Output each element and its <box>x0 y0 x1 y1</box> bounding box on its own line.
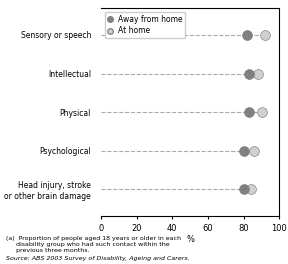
Point <box>241 149 246 153</box>
Text: Source: ABS 2003 Survey of Disability, Ageing and Carers.: Source: ABS 2003 Survey of Disability, A… <box>6 256 190 261</box>
Legend: Away from home, At home: Away from home, At home <box>105 12 185 38</box>
Point <box>247 72 251 76</box>
Point <box>245 33 249 37</box>
Point <box>252 149 257 153</box>
Point <box>241 187 246 192</box>
Point <box>256 72 260 76</box>
Point <box>259 110 264 114</box>
Point <box>249 187 253 192</box>
Point <box>263 33 267 37</box>
Point <box>247 110 251 114</box>
Text: (a)  Proportion of people aged 18 years or older in each
     disability group w: (a) Proportion of people aged 18 years o… <box>6 236 181 253</box>
X-axis label: %: % <box>186 234 194 243</box>
